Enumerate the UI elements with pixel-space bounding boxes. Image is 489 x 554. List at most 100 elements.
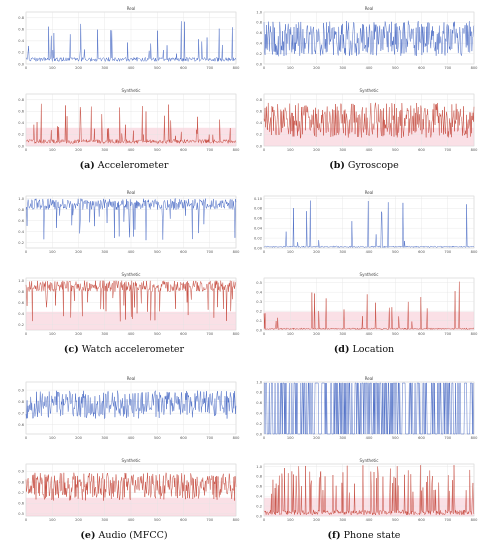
x-tick-label: 200 xyxy=(313,66,321,70)
x-tick-label: 500 xyxy=(154,332,162,336)
chart-title: Real xyxy=(127,376,136,381)
panel-caption: (f) Phone state xyxy=(244,530,484,541)
y-tick-label: 0.4 xyxy=(256,42,262,46)
y-tick-label: 0.2 xyxy=(256,504,262,508)
y-tick-label: 0.06 xyxy=(254,217,263,221)
x-tick-label: 300 xyxy=(339,148,347,152)
panel-caption-text: Phone state xyxy=(340,530,401,541)
y-tick-label: 0.2 xyxy=(18,51,24,55)
x-tick-label: 400 xyxy=(366,148,374,152)
x-tick-label: 800 xyxy=(233,66,240,70)
chart-svg-e-real: Real 0.6 0.7 0.8 0.9 0 100 200 300 400 500 600 700 80… xyxy=(18,376,240,440)
y-tick-label: 0.2 xyxy=(256,422,262,426)
x-tick-label: 600 xyxy=(180,332,188,336)
panel-c: Real 0.2 0.4 0.6 0.8 1.0 0 100 200 300 400 500 600 70… xyxy=(12,188,248,368)
x-tick-label: 400 xyxy=(128,66,136,70)
y-tick-label: 0.6 xyxy=(256,31,262,35)
y-tick-label: 0.02 xyxy=(254,236,262,240)
y-tick-label: 0.2 xyxy=(18,323,24,327)
panel-letter: (b) xyxy=(329,160,345,171)
y-tick-label: 0.4 xyxy=(18,230,24,234)
panel-caption-text: Accelerometer xyxy=(94,160,169,171)
x-tick-label: 800 xyxy=(233,148,240,152)
x-tick-label: 100 xyxy=(287,436,295,440)
x-tick-label: 100 xyxy=(49,250,57,254)
x-tick-label: 600 xyxy=(418,518,426,522)
x-tick-label: 700 xyxy=(206,250,214,254)
panel-e: Real 0.6 0.7 0.8 0.9 0 100 200 300 400 500 600 700 80… xyxy=(12,374,248,554)
x-tick-label: 700 xyxy=(206,436,214,440)
y-tick-label: 0.6 xyxy=(256,110,262,114)
x-tick-label: 0 xyxy=(25,148,28,152)
y-tick-label: 0.7 xyxy=(18,412,24,416)
chart-c-real: Real 0.2 0.4 0.6 0.8 1.0 0 100 200 300 400 500 600 70… xyxy=(12,188,240,256)
x-tick-label: 0 xyxy=(25,518,28,522)
x-tick-label: 0 xyxy=(263,66,266,70)
x-tick-label: 600 xyxy=(418,66,426,70)
y-tick-label: 0.8 xyxy=(18,208,24,212)
x-tick-label: 800 xyxy=(233,332,240,336)
x-tick-label: 200 xyxy=(313,148,321,152)
x-tick-label: 100 xyxy=(49,436,57,440)
x-tick-label: 300 xyxy=(101,332,109,336)
chart-svg-e-synthetic: Synthetic 0.5 0.6 0.7 0.8 0.9 0 100 200 300 400 500… xyxy=(18,458,240,522)
x-tick-label: 300 xyxy=(339,66,347,70)
x-tick-label: 200 xyxy=(75,66,83,70)
x-tick-label: 400 xyxy=(366,436,374,440)
x-tick-label: 600 xyxy=(180,518,188,522)
x-tick-label: 200 xyxy=(75,332,83,336)
y-tick-label: 0.6 xyxy=(256,401,262,405)
chart-title: Real xyxy=(127,6,136,11)
panel-caption-text: Gyroscope xyxy=(344,160,399,171)
panel-caption-text: Watch accelerometer xyxy=(78,344,185,355)
x-tick-label: 700 xyxy=(206,518,214,522)
x-tick-label: 500 xyxy=(154,148,162,152)
panel-caption: (c) Watch accelerometer xyxy=(4,344,244,355)
series-line-synthetic xyxy=(25,103,237,144)
y-tick-label: 0.6 xyxy=(18,110,24,114)
x-tick-label: 300 xyxy=(101,250,109,254)
x-tick-label: 600 xyxy=(418,436,426,440)
x-tick-label: 0 xyxy=(25,332,28,336)
panel-caption: (a) Accelerometer xyxy=(4,160,244,171)
y-tick-label: 0.6 xyxy=(256,485,262,489)
y-tick-label: 1.0 xyxy=(256,465,262,469)
y-tick-label: 1.0 xyxy=(18,279,24,283)
chart-svg-a-synthetic: Synthetic 0.0 0.2 0.4 0.6 0.8 0 100 200 300 400 500… xyxy=(18,88,240,152)
series-line-real xyxy=(264,382,474,435)
panel-caption: (e) Audio (MFCC) xyxy=(4,530,244,541)
series-line-synthetic xyxy=(25,280,237,322)
x-tick-label: 400 xyxy=(128,148,136,152)
x-tick-label: 300 xyxy=(339,436,347,440)
x-tick-label: 800 xyxy=(471,332,478,336)
y-tick-label: 0.0 xyxy=(18,144,24,148)
x-tick-label: 800 xyxy=(471,518,478,522)
x-tick-label: 0 xyxy=(263,250,266,254)
chart-title: Real xyxy=(365,190,374,195)
x-tick-label: 0 xyxy=(25,436,28,440)
y-tick-label: 0.9 xyxy=(18,470,24,474)
chart-svg-f-real: Real 0.0 0.2 0.4 0.6 0.8 1.0 0 100 200 300 400 500 60… xyxy=(256,376,478,440)
x-tick-label: 800 xyxy=(471,66,478,70)
chart-c-synthetic: Synthetic 0.2 0.4 0.6 0.8 1.0 0 100 200 300 400 500… xyxy=(12,270,240,338)
y-tick-label: 0.8 xyxy=(256,21,262,25)
y-tick-label: 0.10 xyxy=(254,197,263,201)
chart-svg-c-real: Real 0.2 0.4 0.6 0.8 1.0 0 100 200 300 400 500 600 70… xyxy=(18,190,240,254)
chart-e-real: Real 0.6 0.7 0.8 0.9 0 100 200 300 400 500 600 700 80… xyxy=(12,374,240,442)
chart-b-synthetic: Synthetic 0.0 0.2 0.4 0.6 0.8 0 100 200 300 400 500… xyxy=(250,86,478,154)
panel-d: Real 0.00 0.02 0.04 0.06 0.08 0.10 0 100 200 300 40… xyxy=(250,188,486,368)
y-tick-label: 0.5 xyxy=(18,512,24,516)
x-tick-label: 200 xyxy=(313,250,321,254)
chart-svg-d-real: Real 0.00 0.02 0.04 0.06 0.08 0.10 0 100 200 300 40… xyxy=(254,190,478,254)
y-tick-label: 0.0 xyxy=(256,328,262,332)
y-tick-label: 0.2 xyxy=(256,133,262,137)
chart-title: Real xyxy=(365,376,374,381)
x-tick-label: 0 xyxy=(25,250,28,254)
x-tick-label: 700 xyxy=(444,148,452,152)
y-tick-label: 0.00 xyxy=(254,246,263,250)
x-tick-label: 700 xyxy=(444,66,452,70)
chart-svg-a-real: Real 0.0 0.2 0.4 0.6 0.8 0 100 200 300 400 500 600 70… xyxy=(18,6,240,70)
y-tick-label: 0.0 xyxy=(256,144,262,148)
chart-svg-f-synthetic: Synthetic 0.0 0.2 0.4 0.6 0.8 1.0 0 100 200 300 400… xyxy=(256,458,478,522)
panel-a: Real 0.0 0.2 0.4 0.6 0.8 0 100 200 300 400 500 600 70… xyxy=(12,4,248,184)
